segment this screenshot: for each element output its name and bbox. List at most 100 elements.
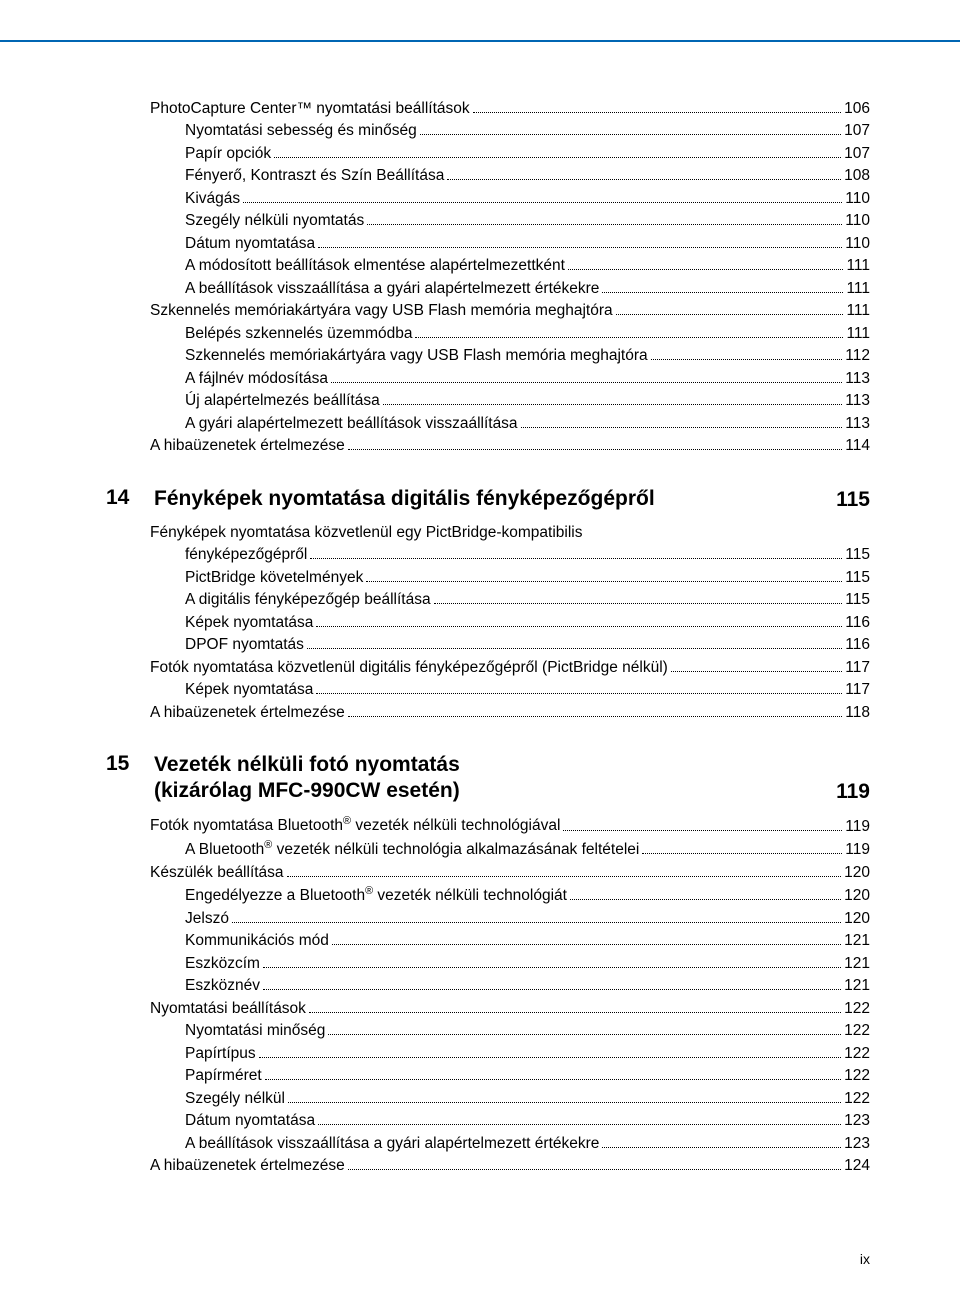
page-number: ix	[860, 1251, 870, 1267]
toc-entry[interactable]: Szegély nélkül122	[90, 1088, 870, 1110]
toc-entry-text: PictBridge követelmények	[185, 567, 363, 589]
toc-entry-text: Szkennelés memóriakártyára vagy USB Flas…	[150, 300, 613, 322]
toc-leader-dots	[263, 989, 841, 990]
toc-entry[interactable]: A Bluetooth® vezeték nélküli technológia…	[90, 838, 870, 862]
toc-entry[interactable]: Nyomtatási sebesség és minőség 107	[90, 120, 870, 142]
toc-entry-text: A hibaüzenetek értelmezése	[150, 1155, 345, 1177]
toc-entry-text: Készülék beállítása	[150, 862, 284, 884]
toc-entry-text: Képek nyomtatása	[185, 679, 313, 701]
toc-leader-dots	[602, 1147, 841, 1148]
toc-entry[interactable]: PhotoCapture Center™ nyomtatási beállítá…	[90, 98, 870, 120]
toc-leader-dots	[318, 1124, 841, 1125]
toc-entry-text: fényképezőgépről	[185, 544, 307, 566]
toc-entry-text: A fájlnév módosítása	[185, 368, 328, 390]
toc-entry-text: Kommunikációs mód	[185, 930, 329, 952]
toc-entry[interactable]: A fájlnév módosítása 113	[90, 368, 870, 390]
toc-entry-page: 115	[845, 567, 870, 589]
toc-entry[interactable]: DPOF nyomtatás116	[90, 634, 870, 656]
toc-entry[interactable]: PictBridge követelmények 115	[90, 567, 870, 589]
toc-entry-text: Eszköznév	[185, 975, 260, 997]
toc-entry[interactable]: Papírméret122	[90, 1065, 870, 1087]
toc-leader-dots	[447, 179, 841, 180]
toc-entry-page: 111	[846, 300, 870, 322]
toc-entry-text: Nyomtatási sebesség és minőség	[185, 120, 417, 142]
toc-section-entries: Fotók nyomtatása Bluetooth® vezeték nélk…	[90, 814, 870, 1177]
toc-entry[interactable]: Belépés szkennelés üzemmódba 111	[90, 323, 870, 345]
toc-entry[interactable]: Kommunikációs mód121	[90, 930, 870, 952]
toc-entry[interactable]: Jelszó120	[90, 908, 870, 930]
toc-entry-page: 113	[845, 413, 870, 435]
toc-entry[interactable]: Fotók nyomtatása közvetlenül digitális f…	[90, 657, 870, 679]
toc-leader-dots	[642, 853, 842, 854]
toc-entry[interactable]: Fotók nyomtatása Bluetooth® vezeték nélk…	[90, 814, 870, 838]
toc-leader-dots	[348, 449, 843, 450]
toc-entry[interactable]: Eszközcím121	[90, 953, 870, 975]
toc-entry[interactable]: Dátum nyomtatása110	[90, 233, 870, 255]
toc-entry-page: 121	[844, 975, 870, 997]
toc-entry[interactable]: Képek nyomtatása117	[90, 679, 870, 701]
toc-entry[interactable]: A digitális fényképezőgép beállítása115	[90, 589, 870, 611]
toc-leader-dots	[420, 134, 841, 135]
toc-entry-page: 122	[844, 1088, 870, 1110]
toc-entry-page: 115	[845, 544, 870, 566]
toc-entry[interactable]: A beállítások visszaállítása a gyári ala…	[90, 278, 870, 300]
toc-leader-dots	[309, 1012, 841, 1013]
toc-entry[interactable]: A beállítások visszaállítása a gyári ala…	[90, 1133, 870, 1155]
toc-entry-text: PhotoCapture Center™ nyomtatási beállítá…	[150, 98, 470, 120]
toc-leader-dots	[259, 1057, 841, 1058]
toc-leader-dots	[521, 427, 843, 428]
toc-leader-dots	[563, 830, 842, 831]
toc-entry-text: Dátum nyomtatása	[185, 233, 315, 255]
toc-entry[interactable]: A gyári alapértelmezett beállítások viss…	[90, 413, 870, 435]
toc-entry-text: Papír opciók	[185, 143, 271, 165]
toc-entry-text: Fotók nyomtatása Bluetooth® vezeték nélk…	[150, 814, 560, 838]
toc-leader-dots	[287, 876, 842, 877]
toc-entry[interactable]: Eszköznév 121	[90, 975, 870, 997]
toc-entry-page: 119	[845, 816, 870, 838]
toc-entry[interactable]: Új alapértelmezés beállítása113	[90, 390, 870, 412]
toc-entry[interactable]: Engedélyezze a Bluetooth® vezeték nélkül…	[90, 884, 870, 908]
toc-section-number: 14	[106, 486, 154, 510]
toc-entry[interactable]: Papírtípus122	[90, 1043, 870, 1065]
toc-leader-dots	[570, 899, 841, 900]
toc-entry[interactable]: A módosított beállítások elmentése alapé…	[90, 255, 870, 277]
toc-entry-text: Belépés szkennelés üzemmódba	[185, 323, 412, 345]
toc-leader-dots	[318, 247, 842, 248]
toc-entry[interactable]: A hibaüzenetek értelmezése118	[90, 702, 870, 724]
toc-entry[interactable]: Szkennelés memóriakártyára vagy USB Flas…	[90, 300, 870, 322]
toc-entry[interactable]: Fényerő, Kontraszt és Szín Beállítása108	[90, 165, 870, 187]
toc-entry[interactable]: Szkennelés memóriakártyára vagy USB Flas…	[90, 345, 870, 367]
toc-section-number: 15	[106, 752, 154, 776]
toc-entry[interactable]: Fényképek nyomtatása közvetlenül egy Pic…	[90, 522, 870, 567]
toc-entry[interactable]: Készülék beállítása120	[90, 862, 870, 884]
toc-entry[interactable]: Nyomtatási minőség122	[90, 1020, 870, 1042]
toc-entry-page: 107	[844, 143, 870, 165]
toc-entry-page: 107	[844, 120, 870, 142]
toc-entry-text: Új alapértelmezés beállítása	[185, 390, 380, 412]
toc-entry-page: 111	[846, 323, 870, 345]
toc-leader-dots	[602, 292, 843, 293]
toc-entry-page: 117	[845, 657, 870, 679]
toc-entry-page: 108	[844, 165, 870, 187]
toc-entry[interactable]: Nyomtatási beállítások122	[90, 998, 870, 1020]
toc-entry[interactable]: Kivágás110	[90, 188, 870, 210]
toc-section-header[interactable]: 15Vezeték nélküli fotó nyomtatás(kizáról…	[90, 752, 870, 805]
toc-leader-dots	[671, 671, 842, 672]
toc-entry-page: 119	[845, 839, 870, 861]
toc-leader-dots	[263, 967, 841, 968]
toc-entry[interactable]: Képek nyomtatása116	[90, 612, 870, 634]
toc-entry[interactable]: A hibaüzenetek értelmezése124	[90, 1155, 870, 1177]
toc-section-header[interactable]: 14Fényképek nyomtatása digitális fénykép…	[90, 486, 870, 512]
toc-leader-dots	[243, 202, 842, 203]
toc-entry[interactable]: Papír opciók 107	[90, 143, 870, 165]
toc-entry[interactable]: Szegély nélküli nyomtatás110	[90, 210, 870, 232]
toc-entry[interactable]: Dátum nyomtatása123	[90, 1110, 870, 1132]
toc-entry-text: A hibaüzenetek értelmezése	[150, 702, 345, 724]
toc-entry-page: 123	[844, 1110, 870, 1132]
toc-leader-dots	[434, 603, 843, 604]
toc-entry[interactable]: A hibaüzenetek értelmezése114	[90, 435, 870, 457]
toc-entry-text: Fotók nyomtatása közvetlenül digitális f…	[150, 657, 668, 679]
toc-entry-text: A beállítások visszaállítása a gyári ala…	[185, 1133, 599, 1155]
toc-entry-page: 113	[845, 368, 870, 390]
toc-entry-text: A módosított beállítások elmentése alapé…	[185, 255, 565, 277]
